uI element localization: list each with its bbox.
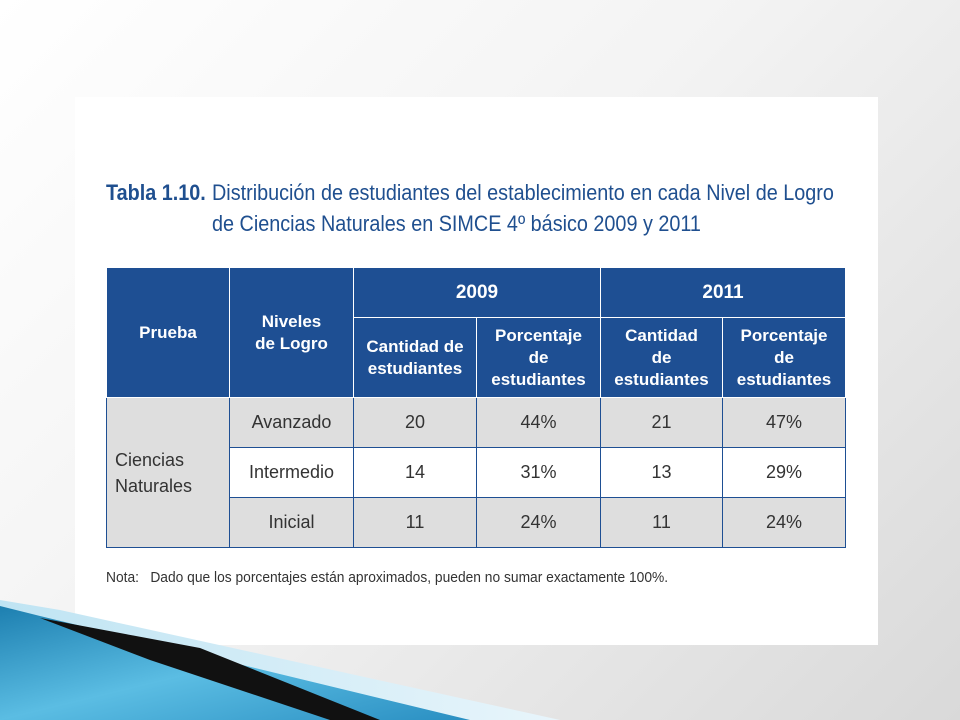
nivel-cell: Inicial xyxy=(229,497,354,548)
porcentaje-2011-cell: 24% xyxy=(721,497,847,548)
note-label: Nota: xyxy=(106,569,139,586)
prueba-cell: Ciencias Naturales xyxy=(106,397,230,548)
nivel-cell: Intermedio xyxy=(229,447,354,498)
porcentaje-2009-cell: 24% xyxy=(476,497,601,548)
document-image: Tabla 1.10. Distribución de estudiantes … xyxy=(75,97,878,645)
header-cantidad-2009: Cantidad de estudiantes xyxy=(353,317,477,398)
header-niveles: Niveles de Logro xyxy=(229,267,354,398)
table-title-line-2: de Ciencias Naturales en SIMCE 4º básico… xyxy=(212,211,701,236)
results-table: Prueba Niveles de Logro 2009 2011 Cantid… xyxy=(106,267,847,548)
prueba-name: Ciencias Naturales xyxy=(115,449,193,496)
header-cantidad-2011-text: Cantidad de estudiantes xyxy=(614,325,709,389)
note-text: Dado que los porcentajes están aproximad… xyxy=(150,569,669,586)
table-note: Nota: Dado que los porcentajes están apr… xyxy=(106,569,787,586)
table-number: Tabla 1.10. xyxy=(106,180,206,205)
table-row: Intermedio 14 31% 13 29% xyxy=(107,447,847,498)
cantidad-2011-cell: 21 xyxy=(600,397,723,448)
table-row: Inicial 11 24% 11 24% xyxy=(107,497,847,548)
header-year-2009: 2009 xyxy=(353,267,601,318)
table-title-line-1: Distribución de estudiantes del establec… xyxy=(212,180,834,205)
header-cantidad-2009-text: Cantidad de estudiantes xyxy=(366,336,464,378)
cantidad-2009-cell: 20 xyxy=(353,397,477,448)
header-prueba: Prueba xyxy=(106,267,230,398)
header-niveles-text: Niveles de Logro xyxy=(255,311,328,353)
decor-black-wedge xyxy=(40,618,380,720)
header-porcentaje-2009-text: Porcentaje de estudiantes xyxy=(491,325,586,389)
nivel-cell: Avanzado xyxy=(229,397,354,448)
header-year-2011: 2011 xyxy=(599,267,847,318)
cantidad-2009-cell: 11 xyxy=(353,497,477,548)
table-title: Distribución de estudiantes del establec… xyxy=(212,177,834,239)
header-porcentaje-2009: Porcentaje de estudiantes xyxy=(476,317,601,398)
corner-decoration xyxy=(0,600,560,720)
cantidad-2011-cell: 13 xyxy=(600,447,723,498)
header-porcentaje-2011: Porcentaje de estudiantes xyxy=(721,317,847,398)
porcentaje-2009-cell: 31% xyxy=(476,447,601,498)
cantidad-2009-cell: 14 xyxy=(353,447,477,498)
decor-teal-wedge xyxy=(0,606,470,720)
header-cantidad-2011: Cantidad de estudiantes xyxy=(600,317,723,398)
cantidad-2011-cell: 11 xyxy=(600,497,723,548)
header-porcentaje-2011-text: Porcentaje de estudiantes xyxy=(736,325,832,389)
porcentaje-2011-cell: 47% xyxy=(721,397,847,448)
porcentaje-2009-cell: 44% xyxy=(476,397,601,448)
table-row: Ciencias Naturales Avanzado 20 44% 21 47… xyxy=(106,397,847,548)
porcentaje-2011-cell: 29% xyxy=(721,447,847,498)
